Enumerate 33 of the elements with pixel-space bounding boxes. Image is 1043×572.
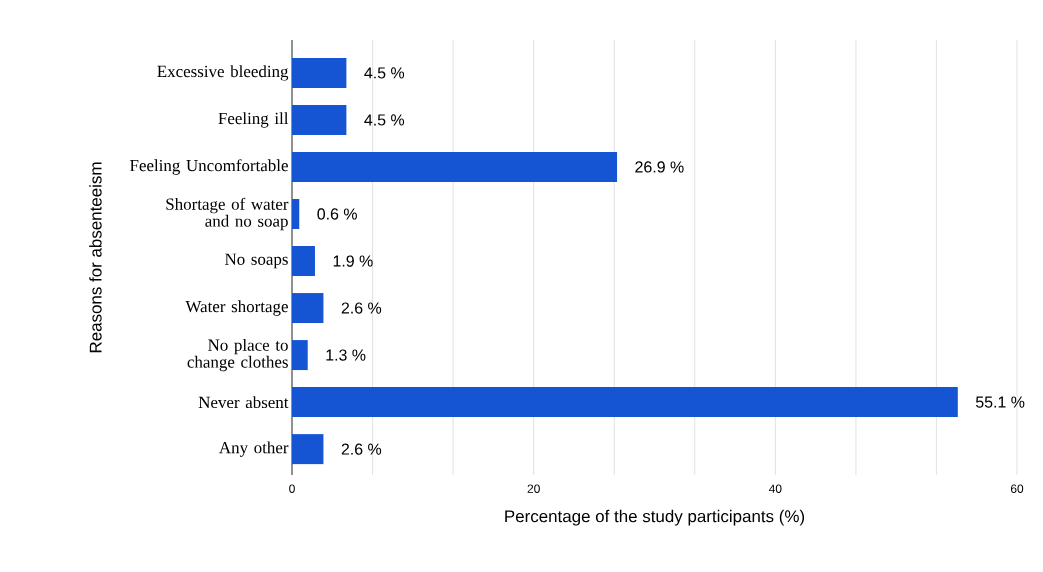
bar (292, 387, 958, 418)
x-tick-label: 20 (527, 484, 540, 493)
data-label: 2.6 % (341, 302, 382, 314)
bar (292, 198, 300, 229)
y-axis-title: Reasons for absenteeism (89, 162, 102, 353)
y-tick-label: No place to change clothes (187, 338, 288, 372)
y-tick-label: No soaps (224, 253, 288, 269)
bar (292, 293, 324, 324)
y-tick-label: Never absent (198, 396, 289, 409)
y-tick-label: Feeling ill (218, 112, 289, 128)
data-label: 26.9 % (635, 161, 684, 173)
data-label: 55.1 % (975, 396, 1025, 408)
data-label: 0.6 % (317, 208, 357, 220)
bar (292, 434, 324, 465)
data-label: 2.6 % (341, 443, 382, 455)
y-tick-label: Excessive bleeding (157, 65, 289, 81)
bar (292, 57, 347, 88)
y-tick-label: Shortage of water and no soap (166, 197, 289, 231)
bar (292, 340, 308, 371)
bar (292, 151, 618, 182)
y-tick-label: Any other (219, 441, 289, 457)
x-tick-label: 60 (1010, 484, 1024, 493)
data-label: 4.5 % (364, 114, 405, 126)
bar (292, 246, 315, 277)
data-label: 1.9 % (333, 255, 373, 267)
x-tick-label: 40 (768, 484, 782, 493)
data-label: 4.5 % (364, 67, 405, 79)
y-tick-label: Feeling Uncomfortable (130, 159, 288, 175)
bar (292, 104, 347, 135)
y-tick-label: Water shortage (185, 300, 288, 316)
x-tick-label: 0 (289, 484, 295, 493)
data-label: 1.3 % (326, 349, 366, 361)
x-axis-title: Percentage of the study participants (%) (505, 509, 805, 526)
